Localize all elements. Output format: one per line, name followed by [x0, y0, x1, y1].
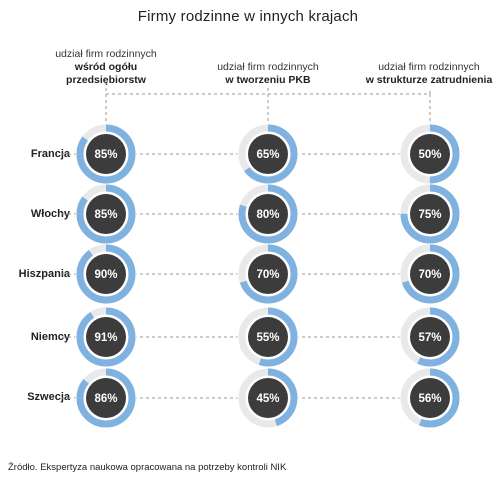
- donut-value-label: 55%: [256, 332, 279, 344]
- column-header-line2: w tworzeniu PKB: [225, 74, 311, 86]
- column-header-employment: udział firm rodzinnych w strukturze zatr…: [354, 61, 496, 87]
- donut-value-label: 90%: [94, 269, 117, 281]
- donut-value-arc: [400, 307, 460, 367]
- donut-value-label: 57%: [418, 332, 441, 344]
- donut-value-arc: [76, 307, 136, 367]
- row-label-hiszpania: Hiszpania: [18, 268, 70, 280]
- header-connector-line: [105, 88, 431, 127]
- donut-value-label: 50%: [418, 149, 441, 161]
- donut-value-arc: [400, 184, 460, 244]
- column-header-line1: udział firm rodzinnych: [55, 48, 157, 60]
- donut-value-arc: [400, 124, 460, 184]
- donut-value-arc: [76, 368, 136, 428]
- donut-center: [248, 194, 288, 234]
- donut-value-label: 80%: [256, 209, 279, 221]
- donut-center: [410, 134, 450, 174]
- donut-center: [86, 254, 126, 294]
- donut-center: [410, 378, 450, 418]
- donut-value-arc: [400, 244, 460, 304]
- donut-center: [86, 194, 126, 234]
- donut-value-label: 56%: [418, 393, 441, 405]
- column-header-line1: udział firm rodzinnych: [217, 61, 319, 73]
- donut-value-arc: [238, 244, 298, 304]
- column-header-line2: w strukturze zatrudnienia: [365, 74, 493, 86]
- donut-value-arc: [238, 307, 298, 367]
- donut-value-arc: [76, 184, 136, 244]
- donut-value-arc: [76, 244, 136, 304]
- donut-value-label: 45%: [256, 393, 279, 405]
- donut-center: [248, 378, 288, 418]
- row-label-francja: Francja: [30, 148, 70, 160]
- row-label-niemcy: Niemcy: [30, 331, 70, 343]
- donut-center: [248, 254, 288, 294]
- column-header-enterprises: udział firm rodzinnych wśród ogółu przed…: [31, 48, 181, 87]
- column-header-line1: udział firm rodzinnych: [378, 61, 480, 73]
- donut-value-label: 85%: [94, 209, 117, 221]
- donut-value-label: 65%: [256, 149, 279, 161]
- donut-center: [410, 254, 450, 294]
- donut-center: [248, 317, 288, 357]
- donut-value-label: 91%: [94, 332, 117, 344]
- donut-value-label: 85%: [94, 149, 117, 161]
- donut-value-label: 86%: [94, 393, 117, 405]
- donut-value-arc: [238, 368, 298, 428]
- donut-value-label: 70%: [256, 269, 279, 281]
- donut-value-arc: [238, 184, 298, 244]
- donut-value-arc: [400, 368, 460, 428]
- row-label-wlochy: Włochy: [30, 208, 70, 220]
- chart-title: Firmy rodzinne w innych krajach: [137, 8, 359, 25]
- donut-center: [86, 134, 126, 174]
- donut-value-label: 70%: [418, 269, 441, 281]
- source-note: Źródło. Ekspertyza naukowa opracowana na…: [8, 462, 287, 473]
- row-label-szwecja: Szwecja: [27, 391, 70, 403]
- column-header-gdp: udział firm rodzinnych w tworzeniu PKB: [193, 61, 343, 87]
- column-header-line2: wśród ogółu: [74, 61, 138, 73]
- donut-value-label: 75%: [418, 209, 441, 221]
- donut-center: [248, 134, 288, 174]
- donut-center: [86, 378, 126, 418]
- donut-center: [410, 194, 450, 234]
- donut-value-arc: [76, 124, 136, 184]
- donut-center: [86, 317, 126, 357]
- column-header-line3: przedsiębiorstw: [66, 74, 146, 86]
- donut-center: [410, 317, 450, 357]
- donut-value-arc: [238, 124, 298, 184]
